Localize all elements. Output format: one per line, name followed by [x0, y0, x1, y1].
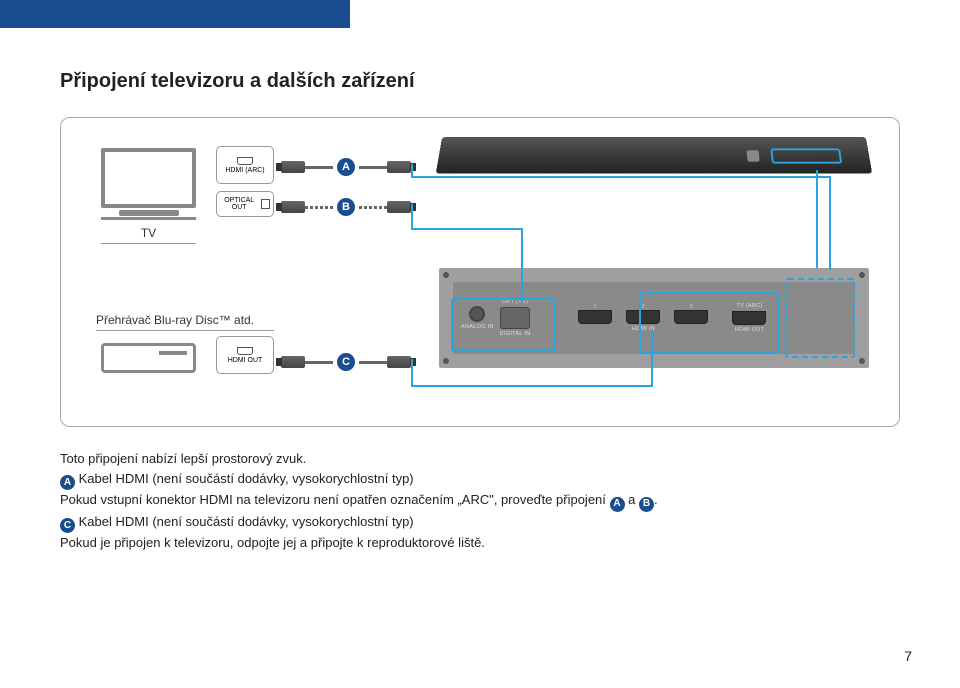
connector-hdmi-arc: HDMI (ARC): [216, 146, 274, 184]
soundbar-back-panel: ANALOG IN OPT (TV) DIGITAL IN 1 2 3 HDMI…: [439, 268, 869, 368]
page-content: Připojení televizoru a dalších zařízení …: [0, 0, 960, 553]
line-c: [411, 359, 413, 385]
line-soundbar-to-panel: [816, 170, 818, 268]
line-b: [411, 204, 413, 228]
page-title: Připojení televizoru a dalších zařízení: [60, 70, 900, 93]
badge-b-inline: B: [639, 497, 654, 512]
badge-b: B: [337, 198, 355, 216]
connector-hdmi-out: HDMI OUT: [216, 336, 274, 374]
connection-diagram: TV HDMI (ARC) OPTICAL OUT A B Přehrávač …: [60, 117, 900, 427]
connector-optical-label: OPTICAL OUT: [220, 197, 258, 211]
connector-hdmi-arc-label: HDMI (ARC): [225, 167, 264, 174]
line-c: [651, 331, 653, 387]
line-a: [411, 164, 413, 176]
intro-line: Toto připojení nabízí lepší prostorový z…: [60, 449, 900, 469]
badge-a-inline2: A: [610, 497, 625, 512]
cable-hdmi-a: A: [281, 158, 411, 176]
line-c: C Kabel HDMI (není součástí dodávky, vys…: [60, 512, 900, 533]
section-banner: [0, 0, 350, 28]
badge-a: A: [337, 158, 355, 176]
cable-optical-b: B: [281, 198, 411, 216]
bluray-icon: [101, 343, 196, 373]
highlight-hdmi-out-group: [785, 278, 855, 358]
highlight-digital-group: [451, 298, 556, 352]
tv-label: TV: [101, 226, 196, 244]
highlight-hdmi-in-group: [639, 292, 779, 354]
connector-hdmi-out-label: HDMI OUT: [228, 357, 263, 364]
bluray-label: Přehrávač Blu-ray Disc™ atd.: [96, 313, 274, 331]
line-c-sub: Pokud je připojen k televizoru, odpojte …: [60, 533, 900, 553]
page-number: 7: [904, 648, 912, 664]
line-a: [411, 176, 831, 178]
line-a: [829, 176, 831, 270]
line-b: [521, 228, 523, 302]
badge-c: C: [337, 353, 355, 371]
description-text: Toto připojení nabízí lepší prostorový z…: [60, 449, 900, 553]
soundbar-top-view: [439, 136, 869, 196]
badge-a-inline: A: [60, 475, 75, 490]
badge-c-inline: C: [60, 518, 75, 533]
line-b: [411, 228, 521, 230]
connector-optical-out: OPTICAL OUT: [216, 191, 274, 217]
cable-hdmi-c: C: [281, 353, 411, 371]
line-c: [411, 385, 651, 387]
line-a-sub: Pokud vstupní konektor HDMI na televizor…: [60, 490, 900, 511]
line-a: A Kabel HDMI (není součástí dodávky, vys…: [60, 469, 900, 490]
tv-icon: TV: [101, 148, 196, 244]
